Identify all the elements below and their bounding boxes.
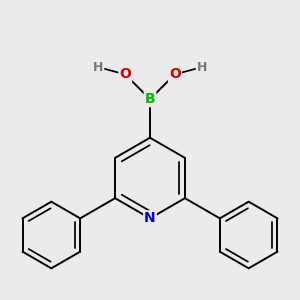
Text: O: O (169, 68, 181, 81)
Text: H: H (197, 61, 207, 74)
Text: N: N (144, 212, 156, 225)
Text: O: O (119, 68, 131, 81)
Text: H: H (93, 61, 103, 74)
Text: B: B (145, 92, 155, 106)
